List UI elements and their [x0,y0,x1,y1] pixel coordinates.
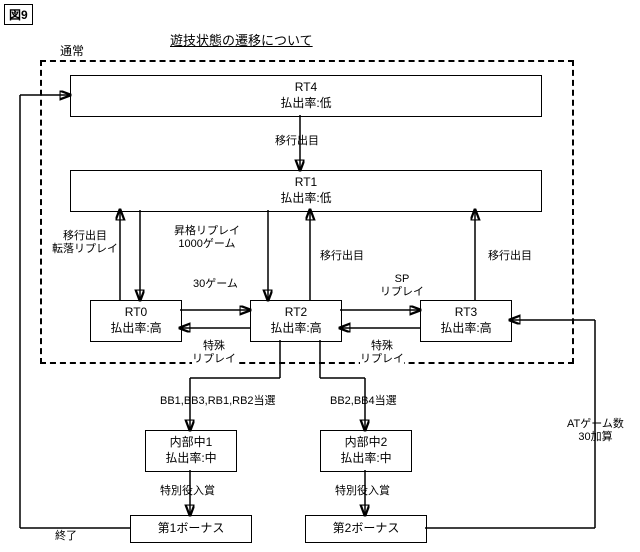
label-rt3-rt2-l2: リプレイ [360,353,404,366]
node-internal2-title: 内部中2 [345,435,388,451]
node-internal2-rate: 払出率:中 [340,451,391,467]
node-internal1: 内部中1 払出率:中 [145,430,237,472]
node-rt1-rate: 払出率:低 [280,191,331,207]
label-rt4-rt1: 移行出目 [275,135,319,148]
label-rt1-rt2-l1: 昇格リプレイ [174,225,240,238]
label-prize1: 特別役入賞 [160,485,215,498]
node-internal2: 内部中2 払出率:中 [320,430,412,472]
node-rt1: RT1 払出率:低 [70,170,542,212]
node-rt0-rate: 払出率:高 [110,321,161,337]
node-rt0: RT0 払出率:高 [90,300,182,342]
node-rt1-title: RT1 [295,175,317,191]
label-finish: 終了 [55,530,77,543]
node-rt3: RT3 払出率:高 [420,300,512,342]
normal-label: 通常 [60,42,84,59]
label-rt1-rt2-l2: 1000ゲーム [174,238,240,251]
node-rt2-rate: 払出率:高 [270,321,321,337]
label-rt0-rt1-l2: 転落リプレイ [52,243,118,256]
node-rt2-title: RT2 [285,305,307,321]
label-at-games: ATゲーム数 30加算 [567,418,624,444]
label-rt2-rt3: SP リプレイ [380,273,424,299]
node-internal1-title: 内部中1 [170,435,213,451]
label-sel1: BB1,BB3,RB1,RB2当選 [160,395,276,408]
label-rt2-rt0: 特殊 リプレイ [192,340,236,366]
label-rt0-rt1-l1: 移行出目 [52,230,118,243]
label-sel2: BB2,BB4当選 [330,395,397,408]
label-rt3-rt2-l1: 特殊 [360,340,404,353]
label-rt2-rt0-l1: 特殊 [192,340,236,353]
label-rt2-rt1: 移行出目 [320,250,364,263]
node-rt2: RT2 払出率:高 [250,300,342,342]
label-rt0-rt2: 30ゲーム [193,278,238,291]
node-bonus2-title: 第2ボーナス [333,521,400,537]
label-at-l2: 30加算 [567,431,624,444]
label-rt3-rt2: 特殊 リプレイ [360,340,404,366]
node-rt3-title: RT3 [455,305,477,321]
label-rt2-rt3-l1: SP [380,273,424,286]
label-at-l1: ATゲーム数 [567,418,624,431]
node-internal1-rate: 払出率:中 [165,451,216,467]
node-rt4-rate: 払出率:低 [280,96,331,112]
label-prize2: 特別役入賞 [335,485,390,498]
label-rt0-rt1: 移行出目 転落リプレイ [52,230,118,256]
label-rt2-rt3-l2: リプレイ [380,286,424,299]
node-bonus2: 第2ボーナス [305,515,427,543]
node-rt4-title: RT4 [295,80,317,96]
node-rt0-title: RT0 [125,305,147,321]
figure-label: 図9 [4,4,33,25]
node-bonus1-title: 第1ボーナス [158,521,225,537]
diagram-title: 遊技状態の遷移について [170,30,313,49]
label-rt1-rt2: 昇格リプレイ 1000ゲーム [174,225,240,251]
node-bonus1: 第1ボーナス [130,515,252,543]
node-rt4: RT4 払出率:低 [70,75,542,117]
label-rt2-rt0-l2: リプレイ [192,353,236,366]
label-rt3-rt1: 移行出目 [488,250,532,263]
node-rt3-rate: 払出率:高 [440,321,491,337]
